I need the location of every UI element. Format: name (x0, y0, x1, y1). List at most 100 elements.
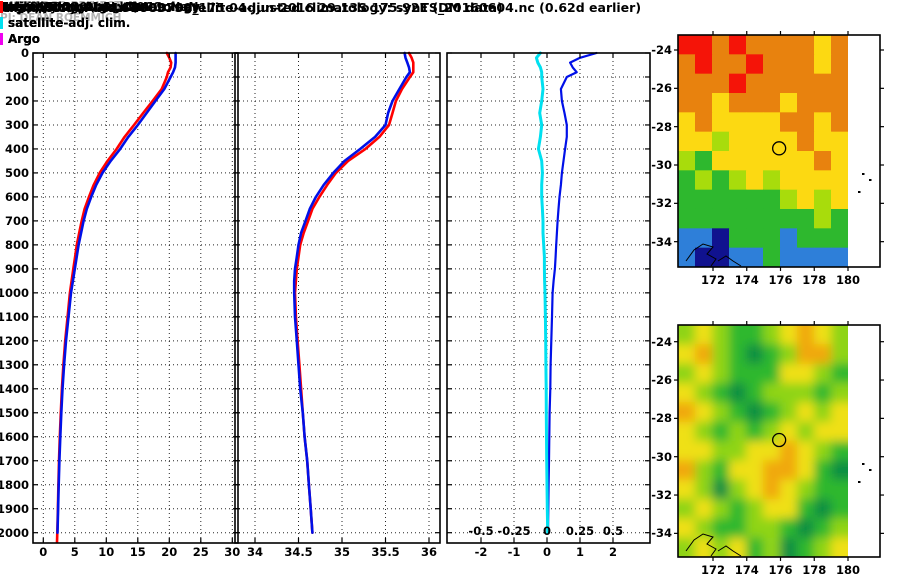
temperature-legend-label: climatology (8, 0, 87, 14)
s-difference-inner-label: S difference from climatology (0, 0, 201, 14)
difference-legend-temperature-header: temperature (8, 0, 94, 14)
difference-legend-salinity-tick (0, 17, 3, 29)
project-credit-line2: PI: DEAN ROEMMICH (0, 12, 122, 24)
sla-map-lat-label: -28 (651, 411, 672, 426)
temperature-panel-series (56, 51, 177, 535)
s-difference-tick-label: -0.5 (468, 524, 494, 538)
sla-map-coastline (685, 533, 717, 557)
temperature-panel-x-tick-label: 30 (224, 545, 241, 559)
salinity-panel (234, 51, 441, 544)
salinity-panel-x-tick-label: 35.5 (371, 545, 400, 559)
difference-legend-salinity: salinity satellite Argo (0, 0, 63, 48)
difference-legend-salinity-tick (0, 33, 3, 45)
sst-map-lat-label: -24 (651, 43, 672, 57)
temperature-panel-series (55, 51, 173, 544)
depth-tick-label: 1100 (0, 309, 29, 324)
sla-map-lat-label: -32 (651, 488, 672, 503)
difference-panel-x-tick-label: 1 (575, 545, 584, 559)
temperature-panel-x-tick-label: 0 (39, 545, 48, 559)
sla-map-lon-label: 172 (700, 563, 725, 577)
depth-tick-label: 2000 (0, 525, 29, 540)
depth-tick-label: 0 (20, 46, 29, 60)
sst-map-islet (858, 191, 861, 193)
depth-tick-label: 1900 (0, 501, 29, 516)
difference-panel-x-tick-label: -1 (507, 545, 521, 559)
temperature-panel-x-tick-label: 25 (192, 545, 209, 559)
depth-tick-label: 1200 (0, 333, 29, 348)
sst-map (674, 31, 884, 271)
sst-map-lat-label: -28 (651, 119, 672, 134)
sla-map-islet (862, 463, 865, 465)
difference-legend-temperature-label: satellite (8, 16, 64, 30)
sla-map (674, 321, 884, 561)
depth-tick-label: 1400 (0, 381, 29, 396)
sst-map-lon-label: 172 (700, 273, 725, 287)
salinity-legend-row: climatology (0, 0, 130, 16)
s-difference-tick-label: 0 (542, 524, 551, 538)
difference-panel-x-tick-label: 0 (542, 545, 551, 559)
salinity-axis-label: salinity (0, 0, 50, 14)
sst-map-lat-label: -32 (651, 196, 672, 211)
figure-title: Argo profile: aoml 5903799_175 04-Jun-20… (0, 0, 503, 15)
t-difference-axis-label: T difference from climatology (0, 0, 200, 14)
depth-tick-label: 500 (4, 165, 29, 180)
sst-map-float-marker (772, 141, 787, 156)
difference-legend-salinity-header: salinity (8, 0, 58, 14)
sla-map-islet (858, 481, 861, 483)
difference-legend-temperature: temperature satellite Argo (0, 0, 93, 48)
s-difference-tick-label: -0.25 (497, 524, 531, 538)
depth-tick-label: 1800 (0, 477, 29, 492)
sst-map-islet (869, 179, 872, 181)
depth-tick-label: 1500 (0, 405, 29, 420)
project-credit: US ARGO PROJECT PI: DEAN ROEMMICH (0, 0, 121, 24)
depth-tick-label: 1700 (0, 453, 29, 468)
difference-panel-series (546, 51, 598, 534)
salinity-legend-tick (0, 1, 3, 13)
temperature-legend-label: satellite-adj. clim. (8, 16, 131, 30)
difference-legend-salinity-label: satellite (8, 16, 64, 30)
sla-map-title: Altim. SLA: 0.14 (0, 0, 109, 14)
depth-tick-label: 1300 (0, 357, 29, 372)
sla-map-lat-label: -34 (651, 526, 672, 541)
temperature-axis-label: temperature (deg C) (0, 0, 139, 14)
sla-map-islet (869, 469, 872, 471)
sla-map-lon-label: 178 (802, 563, 827, 577)
salinity-panel-x-tick-label: 34.5 (284, 545, 313, 559)
sst-map-lon-label: 178 (802, 273, 827, 287)
depth-tick-label: 900 (4, 261, 29, 276)
salinity-legend-label: Argo (8, 32, 41, 46)
figure-subtitle: Climatology: CARS2009. Satellite-adjuste… (0, 0, 642, 15)
depth-tick-label: 600 (4, 189, 29, 204)
depth-tick-label: 100 (4, 69, 29, 84)
depth-tick-label: 700 (4, 213, 29, 228)
temperature-panel-x-tick-label: 10 (98, 545, 115, 559)
salinity-legend-label: climatology (8, 0, 87, 14)
sla-map-lat-label: -26 (651, 373, 672, 388)
sla-map-subtitle: Argo h1000: NaN h2000: NaN (0, 0, 199, 14)
sla-map-lon-label: 176 (768, 563, 793, 577)
sst-map-lat-label: -34 (651, 234, 672, 249)
salinity-panel-x-tick-label: 36 (420, 545, 437, 559)
sst-map-lat-label: -26 (651, 81, 672, 96)
temperature-panel-x-tick-label: 5 (70, 545, 79, 559)
difference-panel-x-tick-label: 2 (608, 545, 617, 559)
sla-map-float-marker (772, 432, 787, 448)
salinity-panel-x-tick-label: 35 (333, 545, 350, 559)
temperature-panel-x-tick-label: 15 (129, 545, 146, 559)
sst-map-lon-label: 174 (734, 273, 759, 287)
sst-map-islet (862, 173, 865, 175)
salinity-panel-x-tick-label: 34 (246, 545, 263, 559)
depth-tick-label: 1000 (0, 285, 29, 300)
depth-tick-label: 1600 (0, 429, 29, 444)
sst-map-lon-label: 176 (768, 273, 793, 287)
depth-tick-label: 300 (4, 117, 29, 132)
difference-legend-salinity-row: satellite (0, 16, 63, 32)
s-difference-tick-label: 0.5 (602, 524, 624, 538)
salinity-panel-series (292, 51, 412, 535)
s-difference-tick-label: 0.25 (565, 524, 595, 538)
temperature-legend: climatology satellite-adj. clim. Argo (0, 0, 130, 48)
difference-legend-salinity-label: Argo (8, 32, 41, 46)
difference-legend-salinity-row: Argo (0, 32, 63, 48)
